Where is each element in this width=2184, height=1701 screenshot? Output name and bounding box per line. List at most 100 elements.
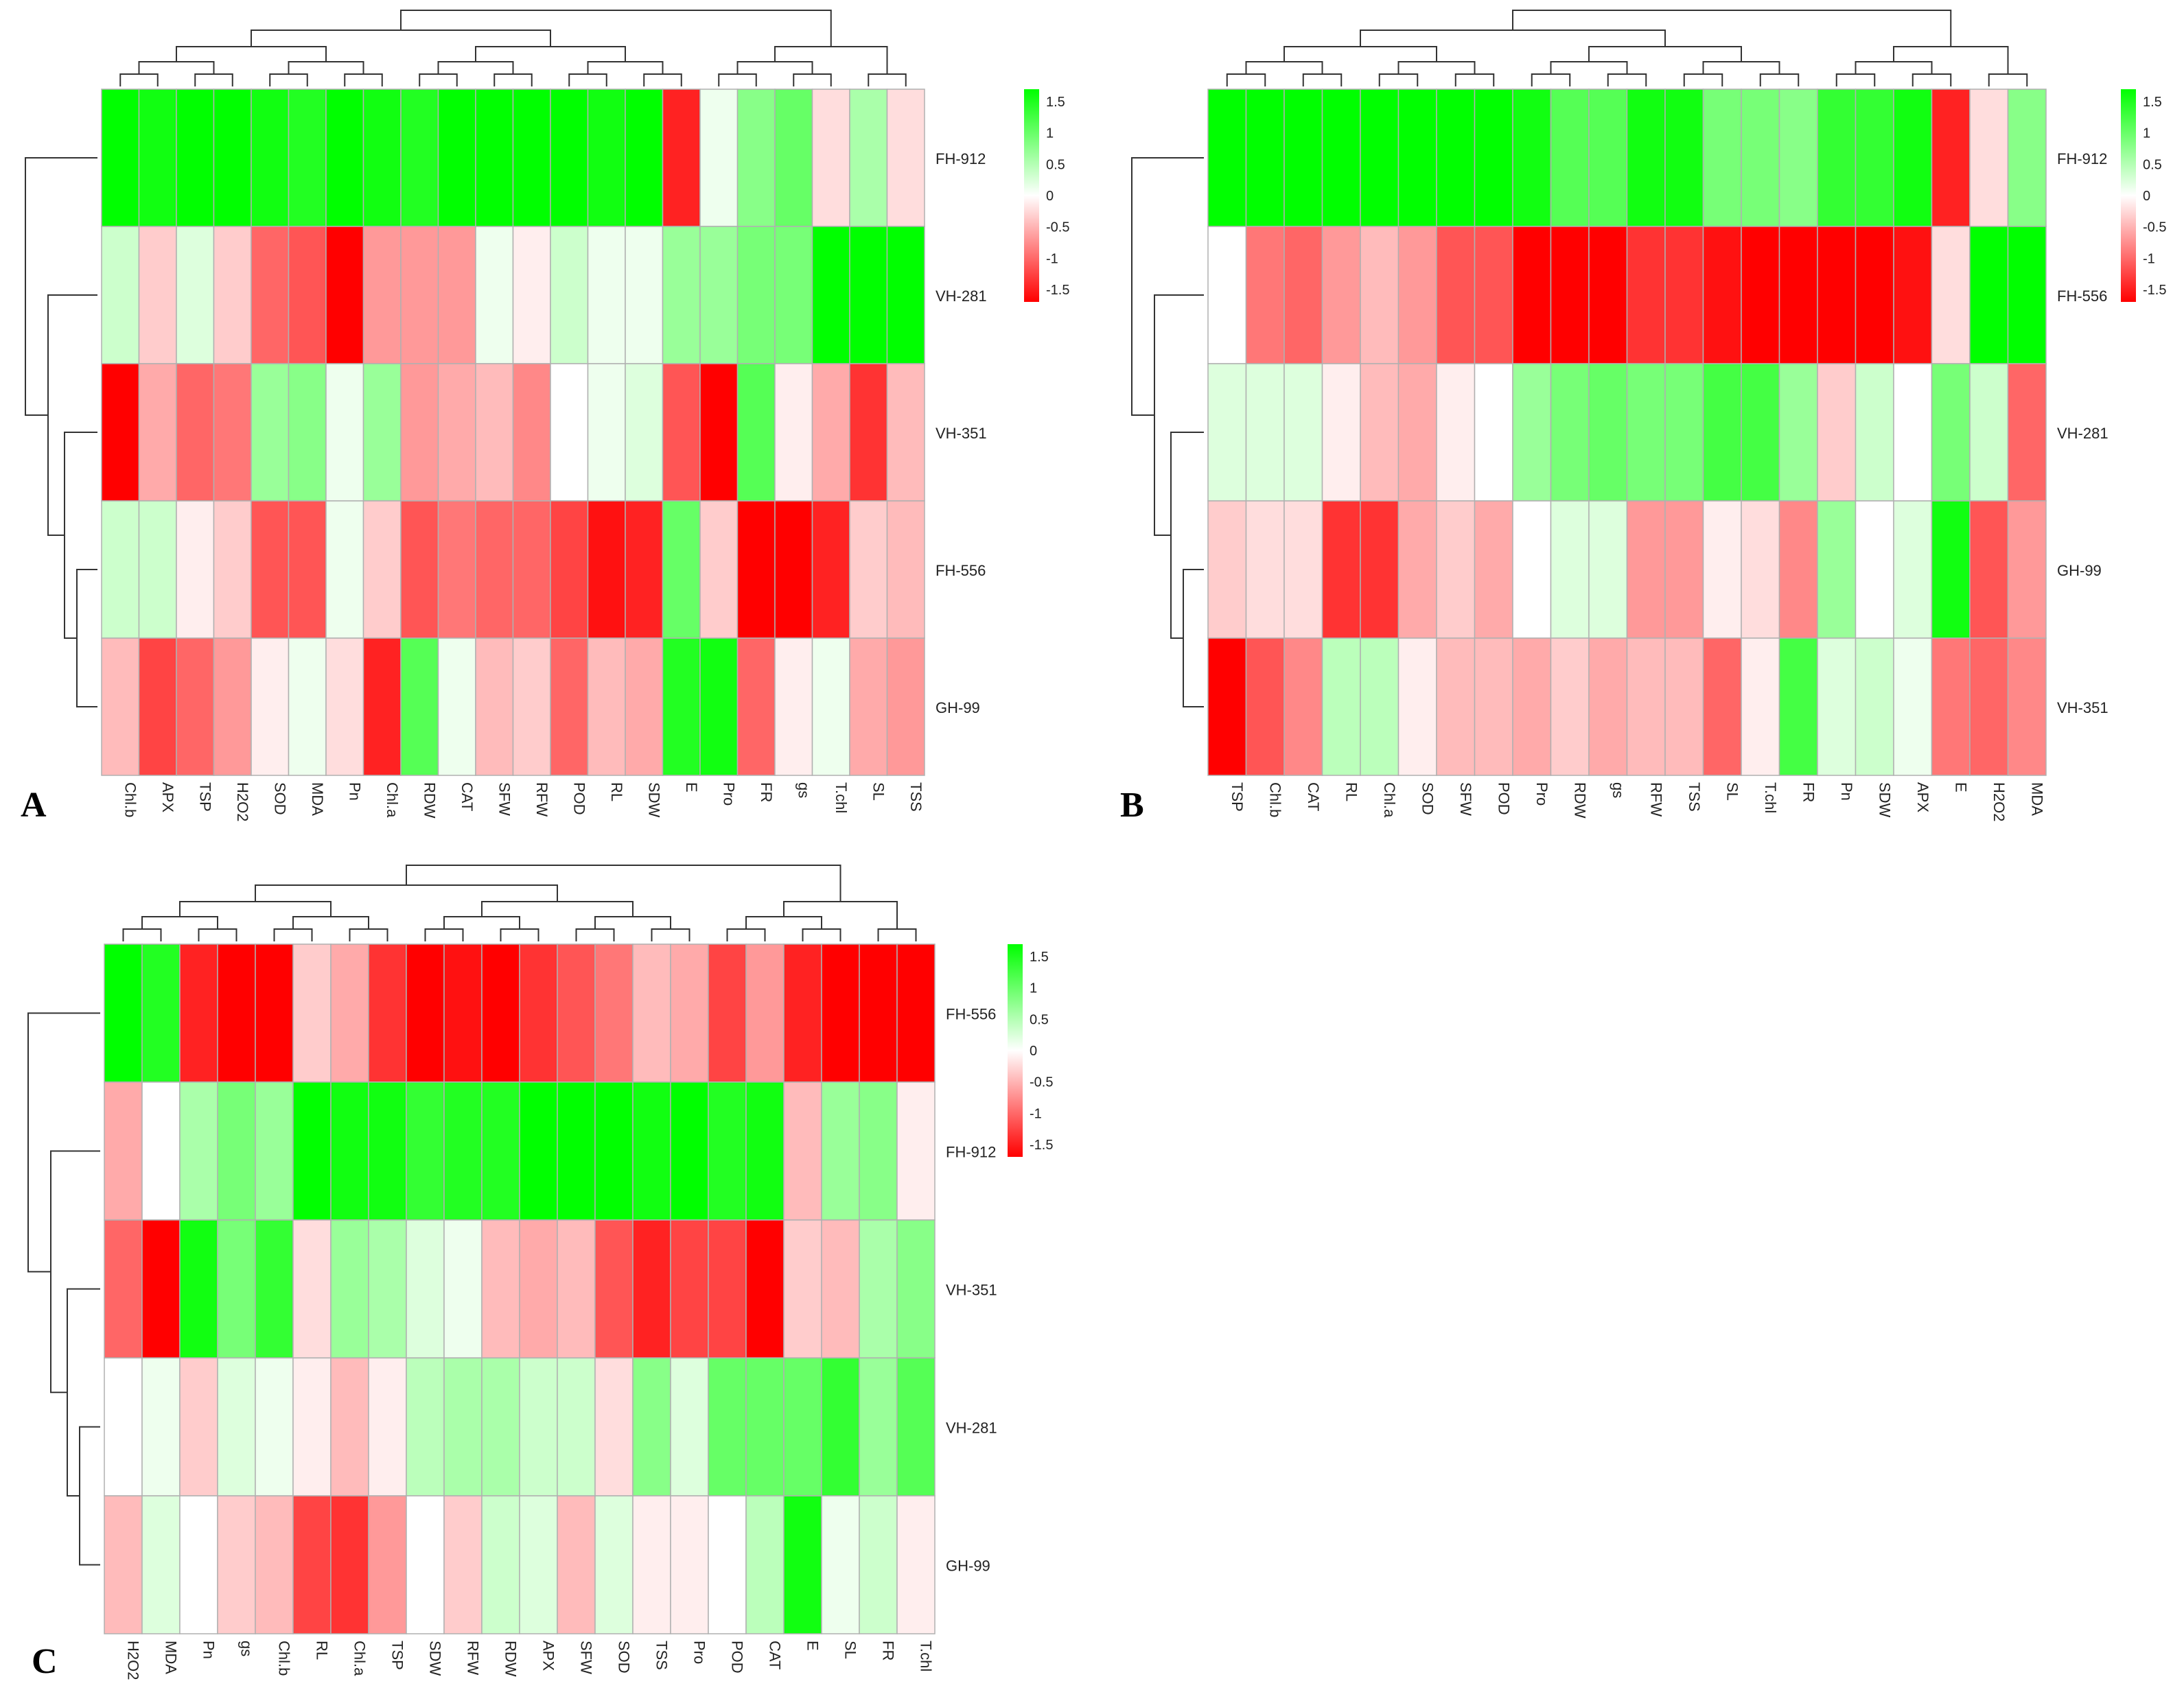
heatmap-cell [632, 1081, 671, 1221]
heatmap-cell [736, 89, 776, 227]
column-dendrogram-branch [1512, 10, 1952, 47]
column-label: gs [1610, 782, 1627, 798]
heatmap-cell [213, 226, 252, 364]
heatmap-cell [1360, 226, 1399, 364]
heatmap-cell [1245, 637, 1285, 776]
heatmap-cell [519, 943, 558, 1083]
heatmap-cell [1588, 363, 1628, 502]
heatmap-cell [1817, 89, 1857, 227]
heatmap-cell [594, 1081, 634, 1221]
heatmap-cell [437, 500, 476, 639]
heatmap-cell [176, 500, 215, 639]
color-legend-bar [1008, 944, 1023, 1157]
heatmap-cell [213, 89, 252, 227]
column-label: RDW [1571, 782, 1588, 819]
heatmap-cell [141, 943, 181, 1083]
column-label: POD [1495, 782, 1512, 815]
column-label: TSP [196, 782, 213, 812]
legend-tick-label: 0.5 [2143, 157, 2162, 172]
column-label: RFW [533, 782, 550, 817]
heatmap-cell [1207, 500, 1247, 639]
panel-label-c: C [32, 1642, 58, 1681]
heatmap-cell [1512, 226, 1552, 364]
column-label: RL [608, 782, 625, 801]
legend-tick-label: 1.5 [2143, 95, 2162, 110]
row-label: FH-556 [2057, 288, 2107, 305]
heatmap-cell [138, 89, 177, 227]
column-label: SL [842, 1641, 859, 1659]
row-label: FH-912 [936, 150, 986, 167]
heatmap-cell [1397, 89, 1437, 227]
heatmap-cell [821, 943, 860, 1083]
heatmap-cell [708, 943, 747, 1083]
row-label: GH-99 [936, 699, 980, 716]
heatmap-cell [1550, 500, 1590, 639]
legend-tick-label: -1 [1030, 1106, 1042, 1121]
heatmap-cell [886, 363, 925, 502]
heatmap-cell [1969, 89, 2009, 227]
heatmap-cell [1969, 637, 2009, 776]
heatmap-cell [745, 943, 785, 1083]
heatmap-cell [288, 363, 327, 502]
heatmap-cell [670, 1357, 709, 1497]
heatmap-cell [176, 226, 215, 364]
heatmap-cell [481, 1357, 520, 1497]
heatmap-cell [406, 1219, 445, 1359]
row-label: FH-912 [2057, 150, 2107, 167]
column-label: Chl.b [1266, 782, 1283, 817]
heatmap-cell [625, 363, 664, 502]
heatmap-cell [481, 1081, 520, 1221]
heatmap-cell [670, 1219, 709, 1359]
heatmap-cell [179, 1495, 218, 1634]
heatmap-cell [1931, 226, 1971, 364]
heatmap-cell [896, 1081, 936, 1221]
heatmap-cell [1512, 637, 1552, 776]
column-label: SL [1723, 782, 1741, 801]
heatmap-cell [896, 1495, 936, 1634]
heatmap-cell [1817, 500, 1857, 639]
heatmap-cell [632, 943, 671, 1083]
heatmap-cell [1474, 363, 1513, 502]
heatmap-cell [886, 637, 925, 776]
heatmap-panel-b: B FH-912 FH-556 VH-281 GH-99 VH-351 TSP Chl.b C… [1120, 10, 2166, 825]
heatmap-cell [821, 1081, 860, 1221]
heatmap-cell [745, 1219, 785, 1359]
heatmap-cell [1436, 500, 1476, 639]
panel-label-a: A [21, 786, 47, 825]
heatmap-cell [859, 943, 898, 1083]
heatmap-cell [1626, 500, 1666, 639]
heatmap-cell [2007, 637, 2047, 776]
heatmap-cell [896, 1219, 936, 1359]
heatmap-cell [1626, 363, 1666, 502]
heatmap-cell [1397, 637, 1437, 776]
heatmap-cell [1512, 89, 1552, 227]
heatmap-cell [783, 1081, 822, 1221]
column-label: APX [159, 782, 176, 812]
legend-tick-label: -0.5 [1046, 220, 1069, 235]
heatmap-cell [594, 1219, 634, 1359]
heatmap-cell [362, 363, 402, 502]
heatmap-cell [550, 226, 589, 364]
color-legend-bar [1024, 89, 1039, 302]
column-label: H2O2 [1990, 782, 2008, 821]
heatmap-cell [783, 1495, 822, 1634]
column-label: H2O2 [125, 1641, 142, 1680]
heatmap-cell [288, 226, 327, 364]
heatmap-cell [138, 500, 177, 639]
heatmap-cell [1283, 226, 1323, 364]
heatmap-cell [1855, 637, 1894, 776]
heatmap-cell [774, 637, 813, 776]
heatmap-cell [325, 637, 364, 776]
heatmap-cell [330, 943, 369, 1083]
heatmap-cell [213, 637, 252, 776]
row-label: GH-99 [2057, 562, 2102, 579]
heatmap-cell [859, 1219, 898, 1359]
heatmap-cell [821, 1219, 860, 1359]
heatmap-cell [849, 226, 888, 364]
heatmap-cell [1436, 637, 1476, 776]
heatmap-cell [1817, 637, 1857, 776]
heatmap-cell [1321, 500, 1361, 639]
heatmap-cell [699, 500, 739, 639]
heatmap-cell [400, 363, 439, 502]
heatmap-cell [519, 1495, 558, 1634]
